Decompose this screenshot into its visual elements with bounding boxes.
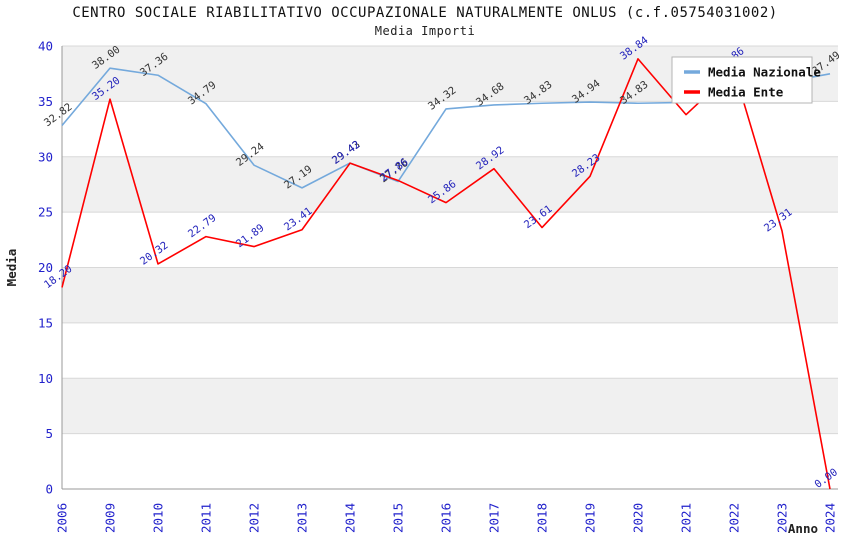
x-tick-text: 2018 [535, 503, 550, 533]
x-tick-text: 2006 [55, 503, 70, 533]
chart-title: CENTRO SOCIALE RIABILITATIVO OCCUPAZIONA… [72, 5, 778, 21]
x-tick-text: 2015 [391, 503, 406, 533]
y-tick-label: 25 [38, 205, 53, 220]
x-tick-label: 2009 [103, 503, 118, 533]
plot-band [62, 322, 838, 379]
x-tick-text: 2010 [151, 503, 166, 533]
plot-band [62, 212, 838, 268]
y-tick-label: 35 [38, 94, 53, 109]
x-tick-label: 2018 [535, 503, 550, 533]
x-tick-text: 2021 [679, 503, 694, 533]
x-axis-title: Anno [788, 521, 818, 536]
x-tick-label: 2006 [55, 503, 70, 533]
x-tick-label: 2020 [631, 503, 646, 533]
x-tick-text: 2014 [343, 503, 358, 533]
legend-label-ente: Media Ente [708, 85, 784, 100]
plot-band [62, 433, 838, 489]
x-tick-label: 2011 [199, 503, 214, 533]
x-tick-label: 2013 [295, 503, 310, 533]
x-tick-text: 2017 [487, 503, 502, 533]
x-tick-text: 2013 [295, 503, 310, 533]
x-tick-text: 2012 [247, 503, 262, 533]
x-tick-text: 2022 [727, 503, 742, 533]
x-tick-text: 2011 [199, 503, 214, 533]
x-tick-label: 2016 [439, 503, 454, 533]
x-tick-label: 2017 [487, 503, 502, 533]
plot-band [62, 378, 838, 434]
x-tick-text: 2016 [439, 503, 454, 533]
x-tick-label: 2022 [727, 503, 742, 533]
y-tick-label: 30 [38, 149, 53, 164]
x-tick-label: 2019 [583, 503, 598, 533]
chart-subtitle: Media Importi [374, 24, 476, 38]
y-axis-title: Media [4, 249, 19, 287]
y-tick-label: 10 [38, 371, 53, 386]
y-tick-label: 5 [45, 426, 53, 441]
y-tick-label: 0 [45, 482, 53, 497]
y-tick-label: 40 [38, 39, 53, 54]
legend-label-nazionale: Media Nazionale [708, 65, 821, 80]
x-tick-text: 2009 [103, 503, 118, 533]
plot-band [62, 156, 838, 213]
y-tick-label: 20 [38, 260, 53, 275]
x-tick-text: 2023 [775, 503, 790, 533]
x-tick-text: 2019 [583, 503, 598, 533]
plot-band [62, 101, 838, 157]
x-tick-label: 2015 [391, 503, 406, 533]
x-tick-label: 2024 [823, 503, 838, 533]
plot-band [62, 267, 838, 323]
y-axis-title-text: Media [4, 249, 19, 287]
legend-box [671, 56, 813, 104]
x-tick-label: 2010 [151, 503, 166, 533]
x-tick-label: 2012 [247, 503, 262, 533]
x-tick-label: 2021 [679, 503, 694, 533]
x-tick-label: 2023 [775, 503, 790, 533]
x-tick-text: 2024 [823, 503, 838, 533]
x-tick-text: 2020 [631, 503, 646, 533]
x-tick-label: 2014 [343, 503, 358, 533]
y-tick-label: 15 [38, 315, 53, 330]
